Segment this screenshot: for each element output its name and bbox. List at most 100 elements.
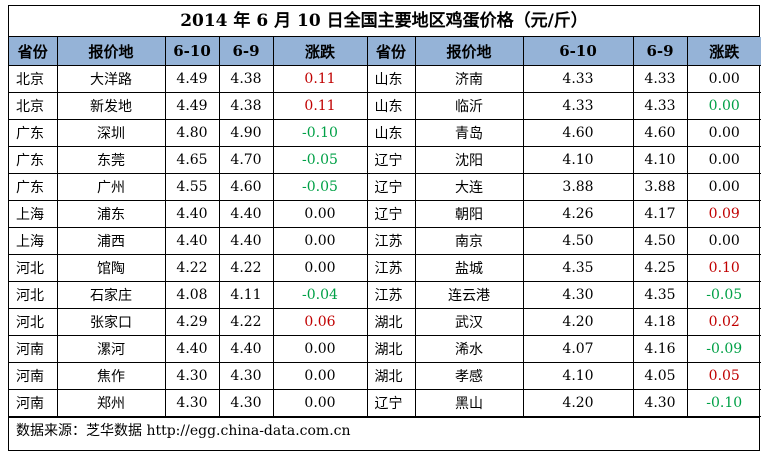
cell-province: 辽宁 xyxy=(366,146,416,174)
table-row: 北京 新发地 4.49 4.38 0.11 山东 临沂 4.33 4.33 0.00 xyxy=(9,92,761,120)
cell-price-6-9: 4.60 xyxy=(632,119,688,147)
cell-price-6-9: 4.40 xyxy=(218,335,274,363)
cell-change: -0.10 xyxy=(686,389,761,417)
cell-province: 河北 xyxy=(9,308,58,336)
cell-location: 馆陶 xyxy=(56,254,166,282)
cell-price-6-9: 4.05 xyxy=(632,362,688,390)
cell-location: 连云港 xyxy=(414,281,524,309)
cell-price-6-10: 3.88 xyxy=(522,173,634,201)
cell-price-6-9: 4.60 xyxy=(218,173,274,201)
cell-price-6-10: 4.50 xyxy=(522,227,634,255)
cell-change: 0.00 xyxy=(686,92,761,120)
cell-location: 石家庄 xyxy=(56,281,166,309)
cell-price-6-9: 4.22 xyxy=(218,308,274,336)
cell-location: 沈阳 xyxy=(414,146,524,174)
cell-change: 0.00 xyxy=(272,200,368,228)
cell-price-6-9: 4.30 xyxy=(218,362,274,390)
cell-province: 上海 xyxy=(9,227,58,255)
cell-location: 大连 xyxy=(414,173,524,201)
cell-province: 河南 xyxy=(9,389,58,417)
cell-province: 山东 xyxy=(366,119,416,147)
cell-location: 济南 xyxy=(414,65,524,93)
cell-price-6-10: 4.30 xyxy=(522,281,634,309)
cell-province: 山东 xyxy=(366,92,416,120)
cell-price-6-10: 4.10 xyxy=(522,146,634,174)
cell-location: 南京 xyxy=(414,227,524,255)
cell-location: 大洋路 xyxy=(56,65,166,93)
price-table: 省份 报价地 6-10 6-9 涨跌 省份 报价地 6-10 6-9 涨跌 北京… xyxy=(9,37,761,417)
cell-price-6-9: 4.33 xyxy=(632,65,688,93)
cell-change: 0.00 xyxy=(272,227,368,255)
cell-price-6-10: 4.22 xyxy=(164,254,220,282)
cell-province: 广东 xyxy=(9,119,58,147)
cell-location: 朝阳 xyxy=(414,200,524,228)
header-location: 报价地 xyxy=(56,37,166,66)
cell-price-6-10: 4.35 xyxy=(522,254,634,282)
cell-price-6-10: 4.40 xyxy=(164,227,220,255)
cell-location: 广州 xyxy=(56,173,166,201)
cell-province: 河北 xyxy=(9,254,58,282)
cell-province: 河南 xyxy=(9,335,58,363)
cell-province: 河北 xyxy=(9,281,58,309)
cell-price-6-10: 4.60 xyxy=(522,119,634,147)
cell-change: 0.11 xyxy=(272,65,368,93)
header-row: 省份 报价地 6-10 6-9 涨跌 省份 报价地 6-10 6-9 涨跌 xyxy=(9,37,761,66)
cell-price-6-10: 4.30 xyxy=(164,362,220,390)
cell-location: 临沂 xyxy=(414,92,524,120)
cell-price-6-9: 4.38 xyxy=(218,65,274,93)
cell-change: 0.00 xyxy=(272,389,368,417)
header-change: 涨跌 xyxy=(686,37,761,66)
cell-province: 辽宁 xyxy=(366,200,416,228)
header-price-6-9: 6-9 xyxy=(218,37,274,66)
cell-price-6-10: 4.07 xyxy=(522,335,634,363)
cell-price-6-10: 4.33 xyxy=(522,65,634,93)
cell-price-6-9: 4.30 xyxy=(632,389,688,417)
table-row: 北京 大洋路 4.49 4.38 0.11 山东 济南 4.33 4.33 0.00 xyxy=(9,65,761,93)
cell-price-6-10: 4.49 xyxy=(164,92,220,120)
cell-location: 武汉 xyxy=(414,308,524,336)
cell-change: 0.00 xyxy=(272,254,368,282)
cell-province: 广东 xyxy=(9,173,58,201)
cell-location: 黑山 xyxy=(414,389,524,417)
table-row: 广东 广州 4.55 4.60 -0.05 辽宁 大连 3.88 3.88 0.00 xyxy=(9,173,761,201)
cell-price-6-9: 4.40 xyxy=(218,200,274,228)
cell-price-6-10: 4.40 xyxy=(164,335,220,363)
cell-location: 浠水 xyxy=(414,335,524,363)
cell-location: 青岛 xyxy=(414,119,524,147)
cell-change: 0.09 xyxy=(686,200,761,228)
cell-price-6-9: 4.25 xyxy=(632,254,688,282)
cell-price-6-9: 4.70 xyxy=(218,146,274,174)
cell-province: 江苏 xyxy=(366,281,416,309)
cell-location: 东莞 xyxy=(56,146,166,174)
cell-province: 上海 xyxy=(9,200,58,228)
table-row: 广东 深圳 4.80 4.90 -0.10 山东 青岛 4.60 4.60 0.00 xyxy=(9,119,761,147)
cell-province: 湖北 xyxy=(366,362,416,390)
cell-location: 盐城 xyxy=(414,254,524,282)
table-row: 河北 馆陶 4.22 4.22 0.00 江苏 盐城 4.35 4.25 0.10 xyxy=(9,254,761,282)
cell-change: -0.05 xyxy=(272,146,368,174)
cell-price-6-10: 4.10 xyxy=(522,362,634,390)
table-row: 广东 东莞 4.65 4.70 -0.05 辽宁 沈阳 4.10 4.10 0.00 xyxy=(9,146,761,174)
cell-price-6-9: 4.40 xyxy=(218,227,274,255)
header-change: 涨跌 xyxy=(272,37,368,66)
cell-location: 浦东 xyxy=(56,200,166,228)
cell-price-6-10: 4.55 xyxy=(164,173,220,201)
header-province: 省份 xyxy=(366,37,416,66)
cell-price-6-9: 4.50 xyxy=(632,227,688,255)
cell-price-6-10: 4.40 xyxy=(164,200,220,228)
cell-location: 新发地 xyxy=(56,92,166,120)
cell-price-6-10: 4.26 xyxy=(522,200,634,228)
cell-province: 辽宁 xyxy=(366,389,416,417)
header-province: 省份 xyxy=(9,37,58,66)
cell-province: 北京 xyxy=(9,92,58,120)
cell-province: 湖北 xyxy=(366,335,416,363)
cell-price-6-9: 4.33 xyxy=(632,92,688,120)
cell-change: -0.05 xyxy=(272,173,368,201)
cell-price-6-10: 4.80 xyxy=(164,119,220,147)
table-row: 河南 焦作 4.30 4.30 0.00 湖北 孝感 4.10 4.05 0.05 xyxy=(9,362,761,390)
cell-price-6-9: 4.16 xyxy=(632,335,688,363)
cell-change: 0.00 xyxy=(272,362,368,390)
cell-location: 郑州 xyxy=(56,389,166,417)
cell-price-6-9: 4.22 xyxy=(218,254,274,282)
header-price-6-9: 6-9 xyxy=(632,37,688,66)
